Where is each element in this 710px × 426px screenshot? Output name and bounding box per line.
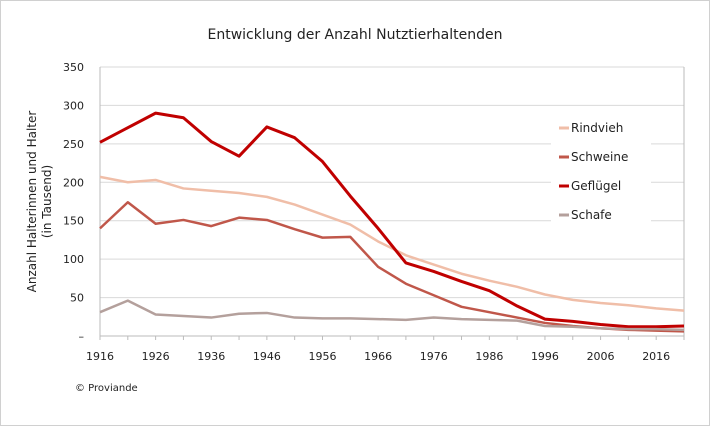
x-tick-label: 1996 [531,350,559,363]
x-tick-label: 1956 [308,350,336,363]
legend-label: Rindvieh [571,121,623,135]
x-tick-label: 2006 [587,350,615,363]
x-tick-label: 1926 [142,350,170,363]
series-line-geflügel [99,111,685,329]
legend-label: Schafe [571,208,612,222]
x-tick-label: 1936 [197,350,225,363]
y-axis-label: (in Tausend) [40,165,54,238]
series-line-rindvieh [99,175,685,312]
legend-box [551,113,651,223]
y-tick-label: – [79,330,85,343]
x-tick-label: 1986 [475,350,503,363]
y-tick-label: 100 [63,253,84,266]
legend-label: Geflügel [571,179,621,193]
y-tick-label: 300 [63,99,84,112]
x-tick-label: 1966 [364,350,392,363]
x-tick-label: 1946 [253,350,281,363]
y-tick-label: 350 [63,61,84,74]
legend-label: Schweine [571,150,628,164]
y-tick-label: 250 [63,138,84,151]
y-axis-label: Anzahl Halterinnen und Halter [25,111,39,293]
x-tick-label: 1976 [420,350,448,363]
series-line-schafe [99,299,685,332]
y-tick-label: 200 [63,176,84,189]
y-tick-label: 50 [70,292,84,305]
x-tick-label: 2016 [642,350,670,363]
credit: © Proviande [75,383,138,394]
chart-title: Entwicklung der Anzahl Nutztierhaltenden [207,27,503,43]
y-tick-label: 150 [63,215,84,228]
x-tick-label: 1916 [86,350,114,363]
